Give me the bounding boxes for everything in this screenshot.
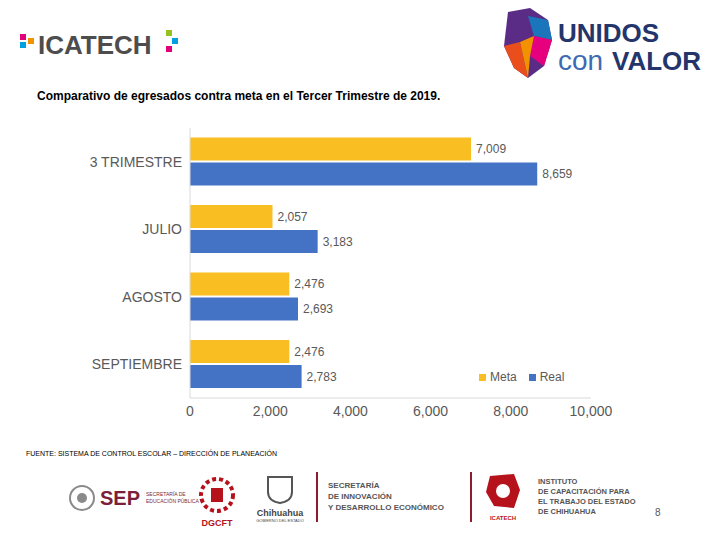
html-text:SECRETARÍA DE: SECRETARÍA DE <box>146 491 186 497</box>
svg-text:2,000: 2,000 <box>253 403 288 419</box>
svg-text:ICATECH: ICATECH <box>38 30 152 60</box>
svg-text:8,000: 8,000 <box>493 403 528 419</box>
html-text:DE CHIHUAHUA: DE CHIHUAHUA <box>538 507 596 516</box>
html-text:SEP: SEP <box>100 486 140 509</box>
html-text:ICATECH: ICATECH <box>489 515 517 521</box>
html-text:SECRETARÍA: SECRETARÍA <box>328 481 380 490</box>
html-text:EDUCACIÓN PÚBLICA: EDUCACIÓN PÚBLICA <box>146 498 199 504</box>
svg-text:10,000: 10,000 <box>570 403 613 419</box>
svg-text:AGOSTO: AGOSTO <box>122 289 182 305</box>
html-text:Comparativo de egresados contr: Comparativo de egresados contra meta en … <box>37 89 441 103</box>
html-text:DE CAPACITACIÓN PARA: DE CAPACITACIÓN PARA <box>538 487 630 496</box>
svg-text:8,659: 8,659 <box>542 167 572 181</box>
html-text:Meta: Meta <box>490 370 517 384</box>
html-text:FUENTE: SISTEMA DE CONTROL ESC: FUENTE: SISTEMA DE CONTROL ESCOLAR – DIR… <box>26 450 277 457</box>
html-text:Y DESARROLLO ECONÓMICO: Y DESARROLLO ECONÓMICO <box>328 503 444 512</box>
svg-text:SEPTIEMBRE: SEPTIEMBRE <box>92 356 182 372</box>
svg-text:3,183: 3,183 <box>323 235 353 249</box>
svg-text:6,000: 6,000 <box>413 403 448 419</box>
svg-text:2,476: 2,476 <box>294 277 324 291</box>
html-text:Chihuahua: Chihuahua <box>256 508 304 518</box>
svg-text:0: 0 <box>186 403 194 419</box>
svg-text:UNIDOS: UNIDOS <box>558 18 659 48</box>
html-text:8: 8 <box>655 507 661 518</box>
html-text:INSTITUTO: INSTITUTO <box>538 477 578 486</box>
svg-text:2,476: 2,476 <box>294 345 324 359</box>
html-text:DGCFT: DGCFT <box>201 518 233 528</box>
html-text:DE INNOVACIÓN: DE INNOVACIÓN <box>328 492 392 501</box>
svg-text:JULIO: JULIO <box>142 221 182 237</box>
svg-text:VALOR: VALOR <box>612 46 701 76</box>
html-text:Real: Real <box>539 370 565 384</box>
html-text:GOBIERNO DEL ESTADO: GOBIERNO DEL ESTADO <box>256 518 304 523</box>
svg-text:3 TRIMESTRE: 3 TRIMESTRE <box>90 154 182 170</box>
svg-text:7,009: 7,009 <box>476 142 506 156</box>
svg-text:con: con <box>558 45 603 76</box>
svg-text:2,693: 2,693 <box>303 302 333 316</box>
html-text:EL TRABAJO DEL ESTADO: EL TRABAJO DEL ESTADO <box>538 497 636 506</box>
svg-text:2,783: 2,783 <box>307 370 337 384</box>
svg-text:4,000: 4,000 <box>333 403 368 419</box>
svg-text:2,057: 2,057 <box>277 210 307 224</box>
